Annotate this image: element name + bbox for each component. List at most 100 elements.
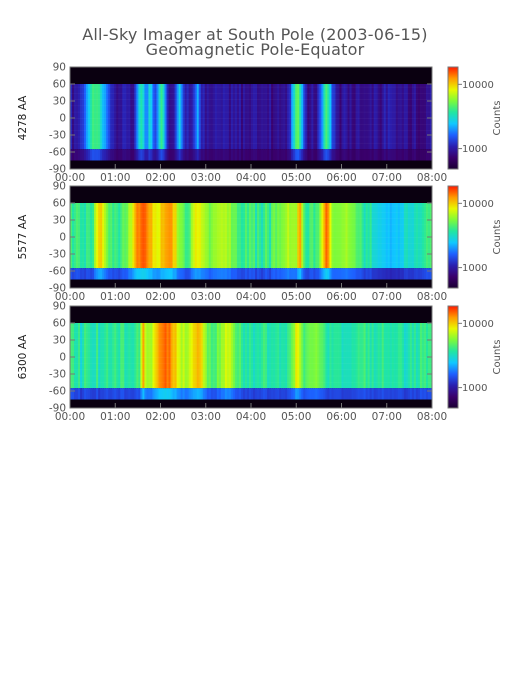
heatmap-column xyxy=(429,203,432,269)
heatmap-column-low xyxy=(315,149,318,161)
heatmap-column xyxy=(182,323,186,389)
heatmap-column-low xyxy=(347,388,351,400)
heatmap-column xyxy=(206,84,210,150)
heatmap-column-low xyxy=(242,388,246,400)
heatmap-column xyxy=(78,323,81,389)
heatmap-column xyxy=(172,84,176,150)
heatmap-column-low xyxy=(285,149,288,161)
heatmap-column xyxy=(140,203,143,269)
heatmap-column-low xyxy=(138,149,141,161)
heatmap-column-low xyxy=(261,268,264,280)
heatmap-column-low xyxy=(88,388,91,400)
heatmap-column xyxy=(423,323,427,389)
x-tick-label: 05:00 xyxy=(281,291,311,303)
heatmap-column xyxy=(265,84,268,150)
heatmap-column-low xyxy=(319,268,322,280)
heatmap-column-low xyxy=(70,149,73,161)
heatmap-column-low xyxy=(150,149,154,161)
heatmap-column xyxy=(287,323,290,389)
heatmap-column xyxy=(273,323,276,389)
heatmap-column xyxy=(156,323,160,389)
heatmap-column xyxy=(301,203,304,269)
heatmap-column xyxy=(124,323,127,389)
colorbar-label: Counts xyxy=(492,340,503,375)
x-tick-label: 04:00 xyxy=(236,291,266,303)
heatmap-column xyxy=(327,84,331,150)
heatmap-column xyxy=(329,203,333,269)
heatmap-column xyxy=(375,84,379,150)
heatmap-column xyxy=(287,84,290,150)
y-tick-label: -60 xyxy=(49,147,66,159)
heatmap-column-low xyxy=(335,268,339,280)
y-tick-label: 0 xyxy=(59,232,66,244)
heatmap-column-low xyxy=(395,149,399,161)
heatmap-column-low xyxy=(425,149,429,161)
heatmap-column xyxy=(255,84,258,150)
heatmap-column xyxy=(395,84,399,150)
heatmap-column-low xyxy=(204,268,208,280)
heatmap-column xyxy=(381,323,385,389)
heatmap-column xyxy=(289,84,292,150)
heatmap-column xyxy=(244,84,248,150)
heatmap-column-low xyxy=(78,268,81,280)
heatmap-column xyxy=(94,84,97,150)
heatmap-column-low xyxy=(409,268,413,280)
heatmap-column xyxy=(74,84,77,150)
heatmap-column-low xyxy=(162,388,166,400)
heatmap-column xyxy=(154,323,158,389)
heatmap-column-low xyxy=(341,388,345,400)
heatmap-column-low xyxy=(224,388,228,400)
heatmap-column xyxy=(96,84,99,150)
heatmap-column-low xyxy=(114,268,117,280)
heatmap-column-low xyxy=(279,388,282,400)
heatmap-column-low xyxy=(379,388,383,400)
heatmap-column-low xyxy=(369,388,373,400)
heatmap-column-low xyxy=(281,268,284,280)
heatmap-column xyxy=(214,323,218,389)
heatmap-column-low xyxy=(337,388,341,400)
heatmap-column xyxy=(405,323,409,389)
heatmap-column xyxy=(341,84,345,150)
heatmap-column-low xyxy=(166,388,170,400)
heatmap-column-low xyxy=(315,388,318,400)
heatmap-column xyxy=(417,323,421,389)
heatmap-column-low xyxy=(122,149,125,161)
heatmap-column xyxy=(347,84,351,150)
heatmap-column xyxy=(244,323,248,389)
heatmap-column-low xyxy=(214,149,218,161)
heatmap-column-low xyxy=(182,388,186,400)
heatmap-column-low xyxy=(178,268,182,280)
heatmap-column-low xyxy=(257,149,260,161)
heatmap-column xyxy=(359,323,363,389)
heatmap-column-low xyxy=(275,388,278,400)
heatmap-column-low xyxy=(341,149,345,161)
heatmap-column-low xyxy=(393,388,397,400)
colorbar-frame xyxy=(447,305,459,409)
heatmap-column-low xyxy=(142,268,146,280)
heatmap-column-low xyxy=(98,149,101,161)
heatmap-column xyxy=(357,323,361,389)
heatmap-column xyxy=(421,323,425,389)
heatmap-column-low xyxy=(311,149,314,161)
heatmap-column-low xyxy=(307,388,310,400)
heatmap-column-low xyxy=(275,149,278,161)
heatmap-column-low xyxy=(377,268,381,280)
heatmap-column-low xyxy=(248,268,252,280)
x-tick-label: 03:00 xyxy=(191,411,221,423)
heatmap-column xyxy=(96,323,99,389)
heatmap-column xyxy=(102,323,105,389)
heatmap-column xyxy=(190,203,194,269)
x-tick-label: 01:00 xyxy=(100,172,130,184)
heatmap-column-low xyxy=(429,149,432,161)
heatmap-column-low xyxy=(124,388,127,400)
heatmap-column xyxy=(373,203,377,269)
heatmap-column-low xyxy=(373,268,377,280)
heatmap-column-low xyxy=(118,388,121,400)
heatmap-column-low xyxy=(419,149,423,161)
heatmap-column-low xyxy=(363,388,367,400)
heatmap-column-low xyxy=(226,149,230,161)
heatmap-column-low xyxy=(162,268,166,280)
heatmap-column-low xyxy=(387,388,391,400)
heatmap-texture xyxy=(70,344,432,346)
